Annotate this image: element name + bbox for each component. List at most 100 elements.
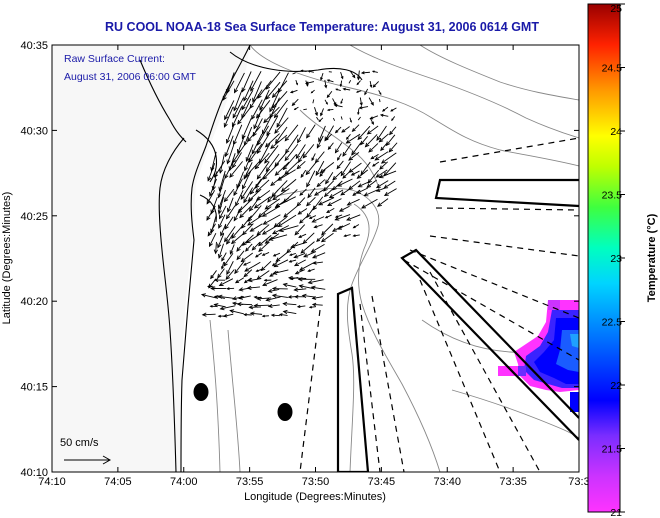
current-vector — [265, 71, 281, 90]
current-vector — [210, 286, 227, 291]
current-vector — [300, 241, 315, 254]
current-vector — [360, 136, 368, 146]
current-vector — [364, 134, 378, 148]
current-vector — [256, 270, 270, 280]
current-vector — [246, 126, 261, 143]
current-vector — [236, 135, 245, 154]
current-vector — [327, 142, 334, 150]
current-vector — [391, 116, 396, 122]
current-vector — [241, 118, 252, 140]
current-vector — [307, 279, 324, 285]
current-vector — [274, 117, 289, 134]
current-vector — [273, 259, 289, 268]
current-vector — [273, 216, 287, 228]
current-vector — [225, 269, 235, 280]
current-vector — [390, 107, 397, 112]
current-vector — [332, 117, 336, 121]
x-axis-label: Longitude (Degrees:Minutes) — [244, 491, 386, 503]
current-vector — [295, 80, 298, 86]
current-vector — [217, 294, 234, 299]
current-vector — [209, 304, 217, 308]
current-vector — [233, 89, 243, 112]
current-vector — [290, 242, 305, 249]
map-panel — [52, 45, 579, 472]
colorbar-tick-label: 21.5 — [602, 444, 623, 456]
current-vector — [304, 81, 315, 85]
current-vector — [314, 151, 325, 164]
current-vector — [321, 223, 334, 236]
current-vector — [356, 80, 361, 86]
coastline — [139, 45, 363, 472]
current-vector — [298, 233, 307, 238]
current-vector — [229, 161, 243, 178]
current-vector — [313, 224, 323, 229]
current-vector — [276, 169, 296, 181]
current-vector — [358, 105, 369, 110]
current-vector — [283, 205, 298, 218]
current-vector — [270, 313, 281, 317]
current-vector — [352, 234, 360, 238]
current-vector — [233, 206, 243, 222]
current-vector — [247, 205, 262, 222]
current-vector — [256, 134, 270, 155]
current-vector — [334, 142, 343, 154]
current-vector — [226, 144, 235, 165]
current-vector — [271, 80, 288, 99]
current-vector — [311, 153, 316, 162]
current-vector — [268, 234, 288, 241]
current-vector — [313, 188, 326, 196]
current-vector — [226, 197, 234, 213]
current-vector — [272, 269, 289, 275]
current-vector — [254, 252, 263, 258]
current-vector — [221, 252, 227, 262]
current-vector — [360, 71, 370, 75]
current-vector — [327, 198, 342, 207]
current-vector — [346, 214, 361, 221]
current-vector — [350, 71, 356, 79]
current-vector — [348, 79, 352, 84]
current-vector — [350, 170, 360, 176]
current-vector — [280, 178, 297, 193]
current-vector — [213, 241, 219, 255]
current-vector — [374, 151, 389, 161]
current-vector — [295, 144, 306, 160]
current-vector — [230, 233, 244, 245]
current-vector — [380, 152, 397, 164]
current-vector — [324, 214, 332, 219]
current-vector — [234, 277, 245, 284]
current-vector — [356, 187, 369, 194]
current-vector — [223, 188, 235, 203]
current-vector — [307, 187, 316, 199]
current-vector — [363, 189, 378, 197]
current-vector — [311, 302, 323, 307]
current-vector — [274, 161, 290, 176]
scale-arrow — [64, 455, 112, 465]
current-vector — [367, 169, 380, 184]
current-vector — [316, 116, 319, 121]
current-vector — [218, 154, 225, 174]
current-vector — [242, 223, 254, 236]
current-vector — [229, 244, 235, 255]
current-vector — [366, 179, 377, 189]
current-vector — [221, 262, 225, 270]
y-axis-ticks: 40:35 40:30 40:25 40:20 40:15 40:10 — [20, 40, 579, 479]
colorbar-tick-label: 24.5 — [602, 63, 623, 75]
current-vector — [324, 79, 328, 89]
current-vector — [311, 295, 323, 300]
current-vector — [208, 233, 217, 248]
current-vector — [217, 233, 225, 249]
current-vector — [369, 80, 373, 89]
current-vector — [312, 252, 326, 259]
current-vector — [276, 107, 288, 128]
current-vector — [220, 223, 227, 237]
current-vector — [378, 170, 397, 179]
current-vector — [217, 268, 225, 279]
current-vector — [245, 160, 261, 178]
current-vector — [332, 180, 343, 191]
current-vector — [266, 115, 279, 137]
current-vector — [368, 97, 374, 106]
current-vector — [298, 261, 316, 271]
current-vector — [361, 198, 378, 209]
current-vector — [323, 180, 335, 192]
current-vector — [316, 179, 326, 188]
